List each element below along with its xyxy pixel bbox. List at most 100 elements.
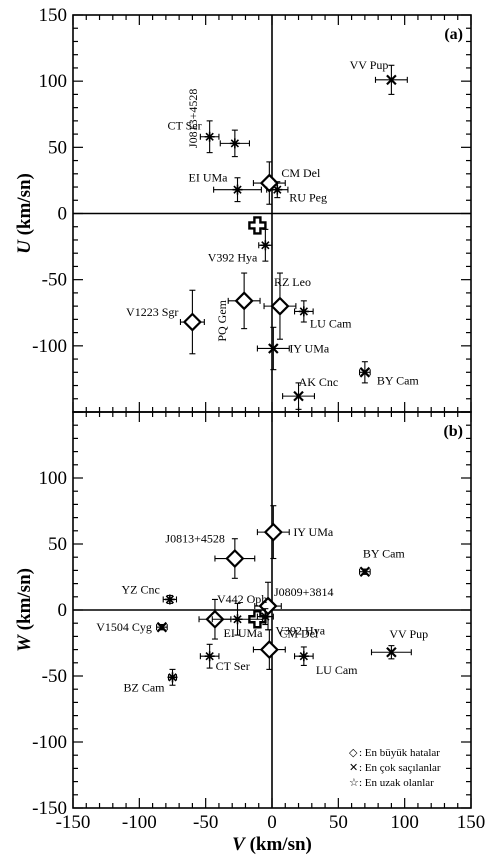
point-label: J0813+4528 xyxy=(165,532,224,546)
data-point: CT Ser xyxy=(168,119,220,154)
y-tick-label: 0 xyxy=(58,204,68,225)
point-label: BY Cam xyxy=(363,547,406,561)
point-label: CM Del xyxy=(281,166,321,180)
data-point: CT Ser xyxy=(199,643,250,673)
data-point: RU Peg xyxy=(266,181,327,205)
x-axis-symbol: V xyxy=(232,834,246,855)
point-label: YZ Cnc xyxy=(122,582,160,596)
data-point: V392 Hya xyxy=(208,228,273,264)
point-diamond-marker xyxy=(259,173,279,193)
data-point: V442 Oph xyxy=(198,592,267,640)
data-point: PQ Gem xyxy=(215,272,261,342)
legend: ◇: En büyük hatalar✕: En çok saçılanlar☆… xyxy=(349,747,441,789)
data-point: BY Cam xyxy=(359,361,419,387)
y-tick-label: 50 xyxy=(48,534,67,555)
data-point: J0809+3814 xyxy=(254,581,333,631)
x-tick-label: -150 xyxy=(56,812,91,833)
point-x-marker xyxy=(293,390,304,402)
point-label: VV Pup xyxy=(389,627,428,641)
y-tick-label: -100 xyxy=(32,336,67,357)
y-tick-label: 100 xyxy=(39,71,68,92)
point-label: RZ Leo xyxy=(274,275,311,289)
legend-symbol: ☆ xyxy=(349,777,359,789)
point-label: V442 Oph xyxy=(217,592,267,606)
point-label: V392 Hya xyxy=(275,624,325,638)
x-tick-label: -100 xyxy=(122,812,157,833)
point-star-marker xyxy=(232,614,243,625)
point-x-marker xyxy=(359,367,371,378)
legend-label: : En büyük hatalar xyxy=(359,747,440,759)
legend-symbol: ✕ xyxy=(349,762,358,774)
data-point: BZ Cam xyxy=(124,668,178,694)
data-point: EI UMa xyxy=(189,171,262,203)
panel-a: -100 -50 0 50 100 150 U (km/sn) (a) VV Pup J0813+… xyxy=(14,5,472,413)
legend-label: : En uzak olanlar xyxy=(359,777,434,789)
point-label: IY UMa xyxy=(289,341,330,355)
point-label: CM Del xyxy=(279,627,319,641)
data-point xyxy=(248,216,267,235)
y-axis-title: W (km/sn) xyxy=(14,568,35,652)
point-label: V1223 Sgr xyxy=(126,305,178,319)
data-point: V1223 Sgr xyxy=(126,289,205,355)
point-label: BZ Cam xyxy=(124,680,166,694)
y-axis-title: U (km/sn) xyxy=(14,173,35,254)
x-tick-label: 0 xyxy=(267,812,277,833)
x-axis-title: V (km/sn) xyxy=(232,834,312,855)
y-axis-symbol: U xyxy=(14,239,35,254)
point-star-marker xyxy=(298,306,309,317)
y-tick-label: -50 xyxy=(42,666,67,687)
data-point: EI UMa xyxy=(211,602,264,640)
point-label: V1504 Cyg xyxy=(96,620,152,634)
point-label: J0813+4528 xyxy=(186,89,200,148)
point-diamond-marker xyxy=(182,312,202,332)
point-diamond-marker xyxy=(270,296,290,316)
y-tick-label: -100 xyxy=(32,732,67,753)
point-star-marker xyxy=(298,651,309,662)
point-label: IY UMa xyxy=(293,525,334,539)
data-point: AK Cnc xyxy=(282,375,338,410)
sun-cross-marker xyxy=(248,216,267,235)
y-axis-unit: (km/sn) xyxy=(14,173,35,240)
point-x-marker xyxy=(268,343,279,354)
point-star-marker xyxy=(204,131,215,142)
point-label: V392 Hya xyxy=(208,250,258,264)
data-point: CM Del xyxy=(252,627,319,670)
point-label: CT Ser xyxy=(216,659,250,673)
point-star-marker xyxy=(204,651,215,662)
x-tick-label: 50 xyxy=(329,812,348,833)
point-star-marker xyxy=(232,184,243,195)
point-label: EI UMa xyxy=(224,626,264,640)
y-tick-label: 50 xyxy=(48,137,67,158)
point-x-marker xyxy=(386,646,397,658)
x-tick-label: 150 xyxy=(457,812,486,833)
point-label: LU Cam xyxy=(316,663,358,677)
data-point: V392 Hya xyxy=(256,608,326,638)
data-point: VV Pup xyxy=(370,627,428,660)
point-label: EI UMa xyxy=(189,171,229,185)
data-point: LU Cam xyxy=(294,300,352,330)
y-tick-label: 100 xyxy=(39,468,68,489)
y-tick-label: -50 xyxy=(42,270,67,291)
point-diamond-marker xyxy=(225,548,245,569)
data-point: J0813+4528 xyxy=(186,89,250,158)
point-diamond-marker xyxy=(263,522,283,542)
data-point: LU Cam xyxy=(294,646,358,677)
point-star-marker xyxy=(272,184,283,195)
y-tick-label: 150 xyxy=(39,5,68,26)
point-label: LU Cam xyxy=(310,316,352,330)
y-tick-label: 0 xyxy=(58,600,68,621)
y-axis-symbol: W xyxy=(14,634,35,652)
data-point: YZ Cnc xyxy=(122,582,178,605)
point-star-marker xyxy=(260,611,271,622)
panel-label: (a) xyxy=(444,26,463,43)
point-label: VV Pup xyxy=(350,58,389,72)
point-diamond-marker xyxy=(234,291,254,311)
point-label: CT Ser xyxy=(168,119,202,133)
x-axis-unit: (km/sn) xyxy=(245,834,312,855)
data-point: CM Del xyxy=(252,161,321,205)
data-point: RZ Leo xyxy=(263,272,311,340)
x-tick-label: 100 xyxy=(390,812,419,833)
point-x-marker xyxy=(156,621,168,633)
y-axis-unit: (km/sn) xyxy=(14,568,35,635)
